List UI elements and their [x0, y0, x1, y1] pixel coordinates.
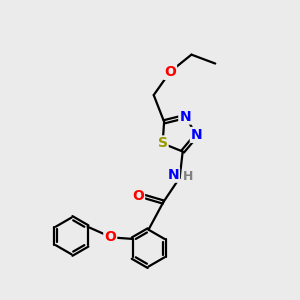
Text: N: N [179, 110, 191, 124]
Text: N: N [167, 168, 179, 182]
Text: N: N [191, 128, 203, 142]
Text: O: O [104, 230, 116, 244]
Text: S: S [158, 136, 168, 150]
Text: O: O [132, 188, 144, 203]
Text: O: O [164, 65, 176, 79]
Text: H: H [183, 170, 193, 183]
